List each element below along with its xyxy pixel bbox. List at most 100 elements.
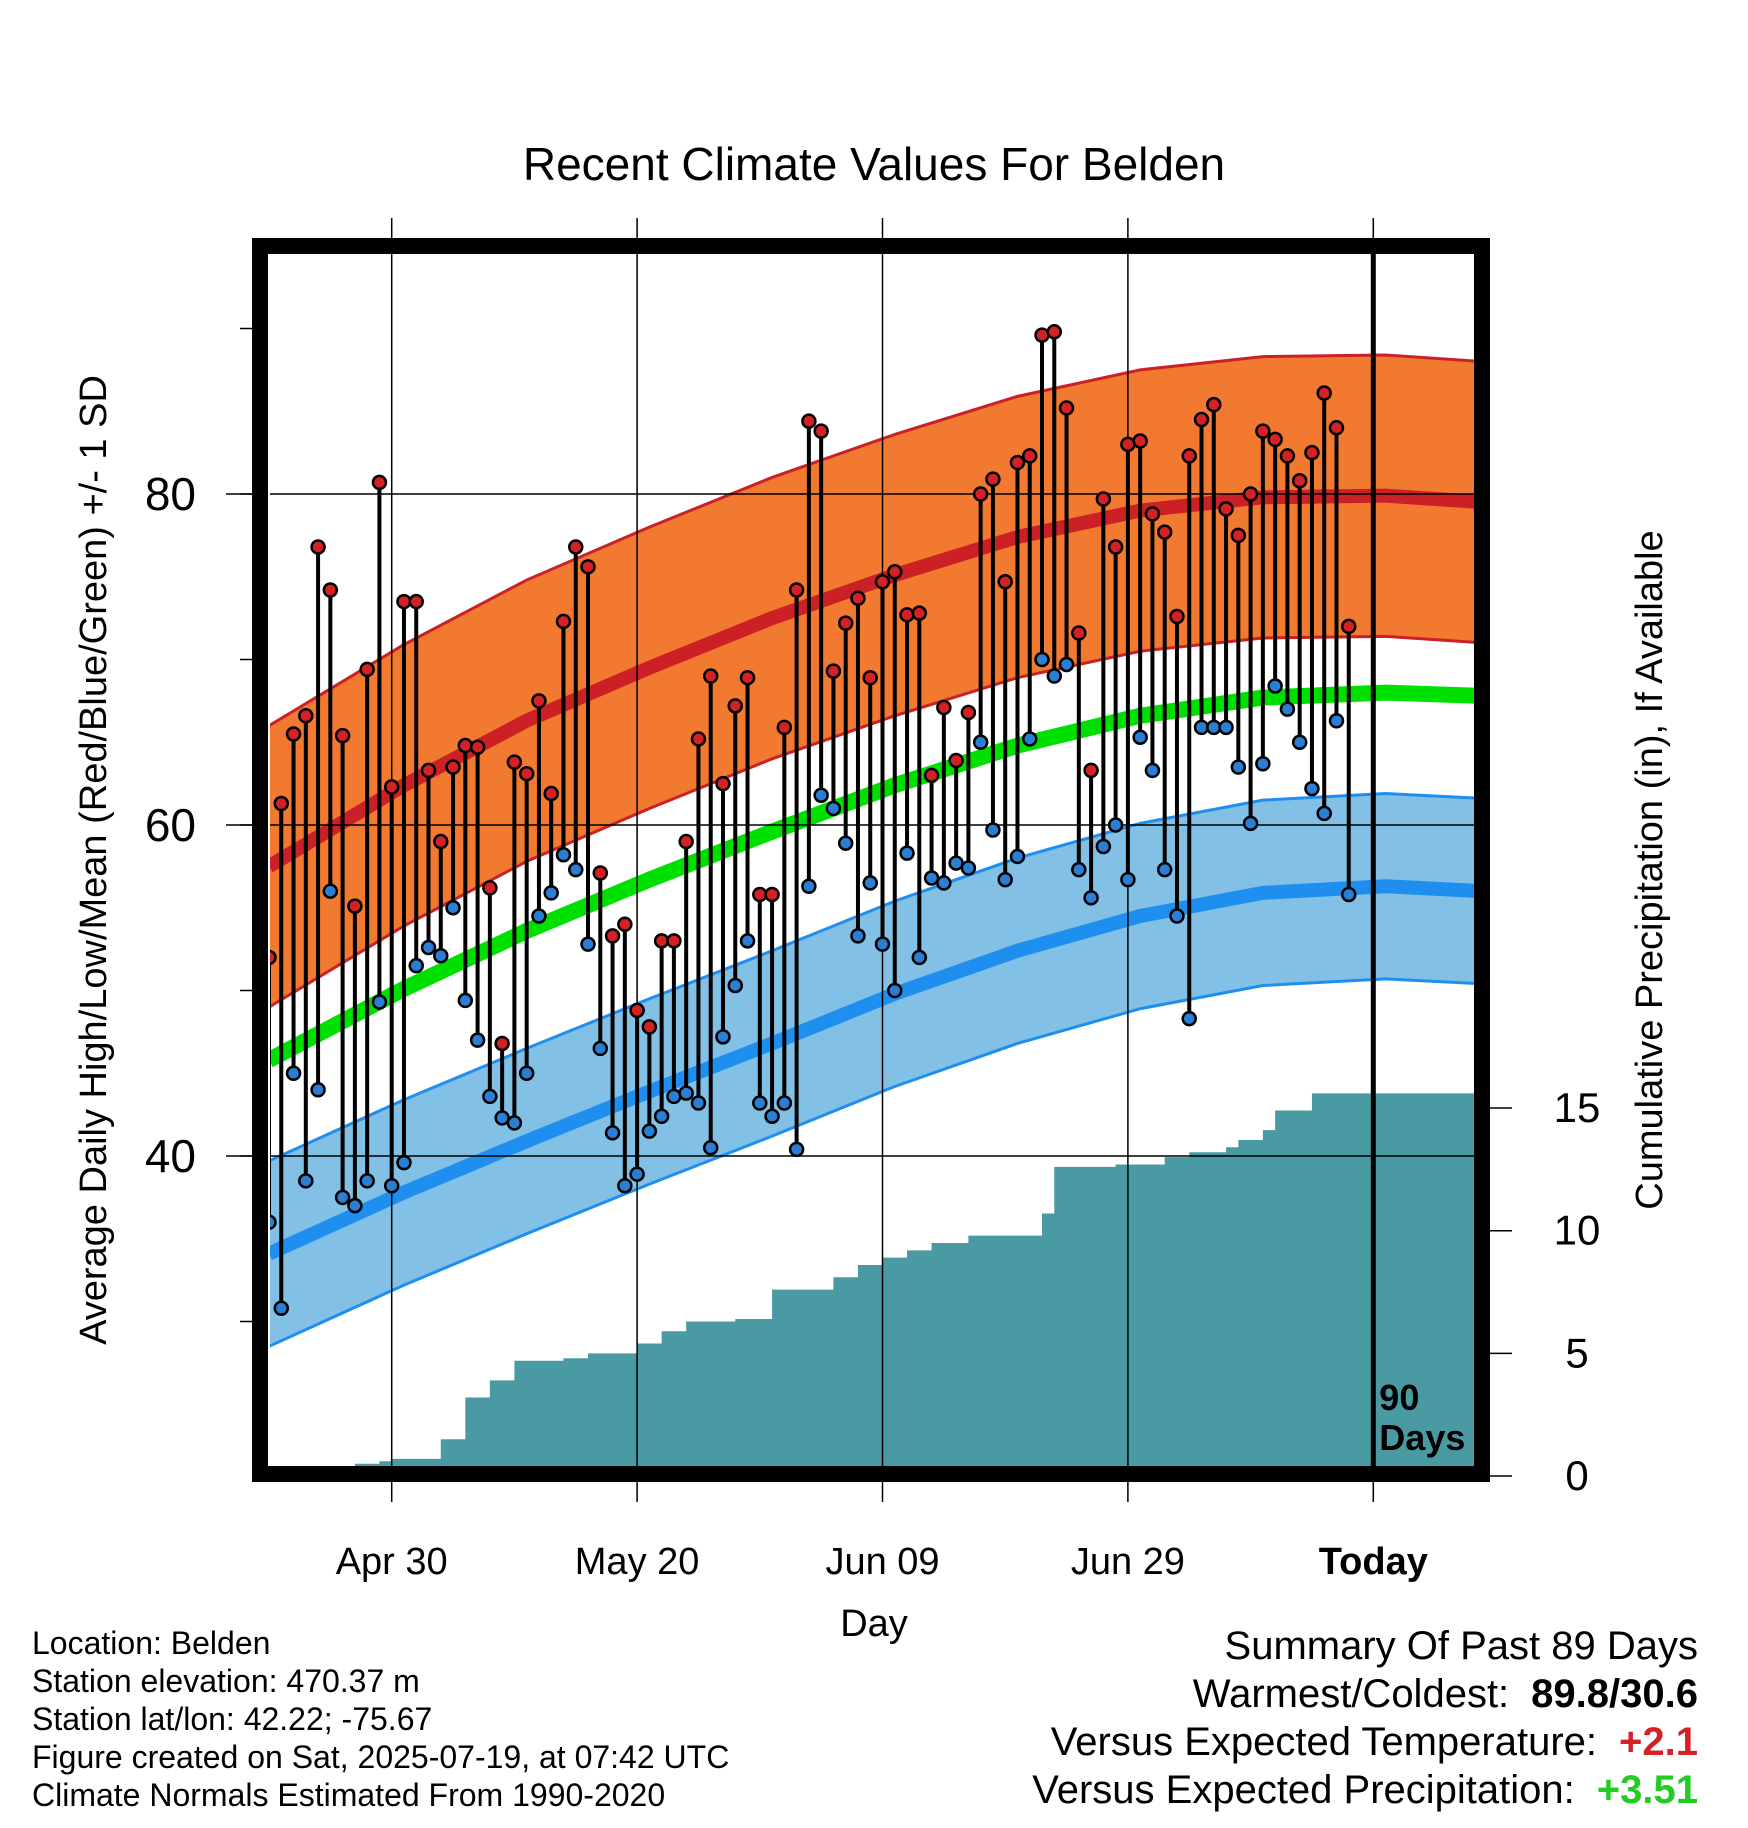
- low-point: [911, 949, 928, 966]
- high-point: [801, 413, 817, 429]
- low-point: [482, 1088, 498, 1105]
- low-point: [617, 1178, 633, 1194]
- high-point: [690, 731, 707, 747]
- high-point: [1169, 608, 1185, 625]
- high-point: [899, 607, 915, 623]
- low-point: [1291, 734, 1308, 750]
- high-point: [678, 833, 694, 850]
- low-point: [887, 982, 903, 999]
- x-tick-label: Jun 29: [1071, 1541, 1185, 1583]
- high-point: [555, 613, 572, 630]
- low-point: [1021, 731, 1038, 747]
- high-point: [874, 573, 891, 590]
- low-point: [1071, 861, 1087, 878]
- today-days-label: 90 Days: [1379, 1377, 1465, 1458]
- temp-value: +2.1: [1619, 1720, 1698, 1764]
- low-point: [1218, 719, 1234, 736]
- normals-text: Climate Normals Estimated From 1990-2020: [32, 1777, 666, 1813]
- summary-precip-row: Versus Expected Precipitation: +3.51: [1032, 1766, 1698, 1814]
- high-point: [666, 933, 682, 949]
- low-point: [739, 933, 756, 949]
- latlon-text: Station lat/lon: 42.22; -75.67: [32, 1701, 433, 1737]
- high-point: [347, 898, 363, 914]
- high-point: [960, 704, 977, 721]
- high-point: [850, 590, 866, 607]
- low-point: [310, 1082, 326, 1098]
- high-point: [433, 833, 449, 850]
- low-point: [1144, 762, 1161, 779]
- high-point: [420, 762, 437, 779]
- low-point: [298, 1173, 314, 1189]
- low-point: [666, 1088, 682, 1105]
- low-sd-band-lower-edge: [270, 977, 1474, 1348]
- plot-content: [270, 254, 1474, 1466]
- low-point: [469, 1032, 486, 1048]
- low-point: [813, 787, 829, 803]
- low-point: [788, 1141, 805, 1158]
- low-point: [1046, 668, 1063, 684]
- high-point: [310, 539, 326, 555]
- high-point: [592, 865, 609, 881]
- high-point: [1242, 486, 1259, 502]
- low-point: [433, 947, 449, 964]
- high-point: [1083, 762, 1099, 779]
- low-point: [1181, 1010, 1197, 1027]
- low-point: [936, 875, 952, 891]
- low-point: [531, 908, 547, 924]
- low-point: [270, 1214, 277, 1230]
- summary-warm-cold-row: Warmest/Coldest: 89.8/30.6: [1032, 1670, 1698, 1718]
- warm-cold-value: 89.8/30.6: [1531, 1672, 1698, 1716]
- low-point: [604, 1125, 621, 1141]
- low-sd-band: [270, 793, 1474, 1346]
- y-axis-label: Average Daily High/Low/Mean (Red/Blue/Gr…: [73, 375, 115, 1345]
- low-point: [396, 1154, 412, 1171]
- low-point: [690, 1095, 707, 1111]
- y2-tick-label: 0: [1565, 1452, 1588, 1499]
- warm-cold-label: Warmest/Coldest:: [1192, 1672, 1510, 1716]
- x-tick-label: Apr 30: [336, 1541, 448, 1583]
- high-point: [1132, 433, 1148, 449]
- high-point: [936, 699, 952, 716]
- low-point: [506, 1115, 523, 1131]
- low-point: [543, 885, 559, 901]
- low-point: [1242, 815, 1259, 832]
- low-point: [641, 1123, 658, 1139]
- high-point: [568, 539, 584, 555]
- high-point: [788, 582, 805, 598]
- created-text: Figure created on Sat, 2025-07-19, at 07…: [32, 1739, 730, 1775]
- low-point: [776, 1095, 793, 1111]
- high-point: [702, 668, 719, 684]
- low-point: [1267, 678, 1283, 694]
- low-point: [1230, 759, 1247, 775]
- y2-tick-label: 10: [1554, 1207, 1601, 1254]
- high-point: [1144, 506, 1161, 522]
- high-point: [1156, 524, 1173, 540]
- y2-tick-label: 15: [1554, 1084, 1601, 1131]
- low-point: [1169, 908, 1185, 924]
- high-point: [997, 573, 1013, 590]
- y-tick-label: 60: [145, 799, 196, 851]
- low-point: [997, 871, 1013, 888]
- low-point: [985, 822, 1001, 838]
- station-info: Location: Belden Station elevation: 470.…: [32, 1624, 729, 1814]
- high-point: [1304, 444, 1320, 461]
- low-point: [1304, 780, 1320, 797]
- x-tick-label: Today: [1319, 1541, 1428, 1583]
- high-point: [813, 423, 829, 439]
- low-point: [801, 878, 817, 894]
- low-point: [1255, 756, 1271, 772]
- high-point: [923, 767, 940, 784]
- chart-title: Recent Climate Values For Belden: [523, 138, 1225, 190]
- precip-area: [354, 1093, 1474, 1466]
- low-point: [457, 992, 474, 1009]
- summary-panel: Summary Of Past 89 Days Warmest/Coldest:…: [1032, 1622, 1698, 1814]
- low-point: [1083, 890, 1099, 906]
- low-point: [285, 1065, 302, 1081]
- low-point: [1058, 656, 1075, 673]
- high-point: [1193, 411, 1210, 428]
- high-point: [862, 669, 878, 686]
- high-point: [727, 698, 744, 714]
- low-point: [727, 977, 744, 994]
- location-text: Location: Belden: [32, 1625, 271, 1661]
- high-point: [494, 1035, 510, 1052]
